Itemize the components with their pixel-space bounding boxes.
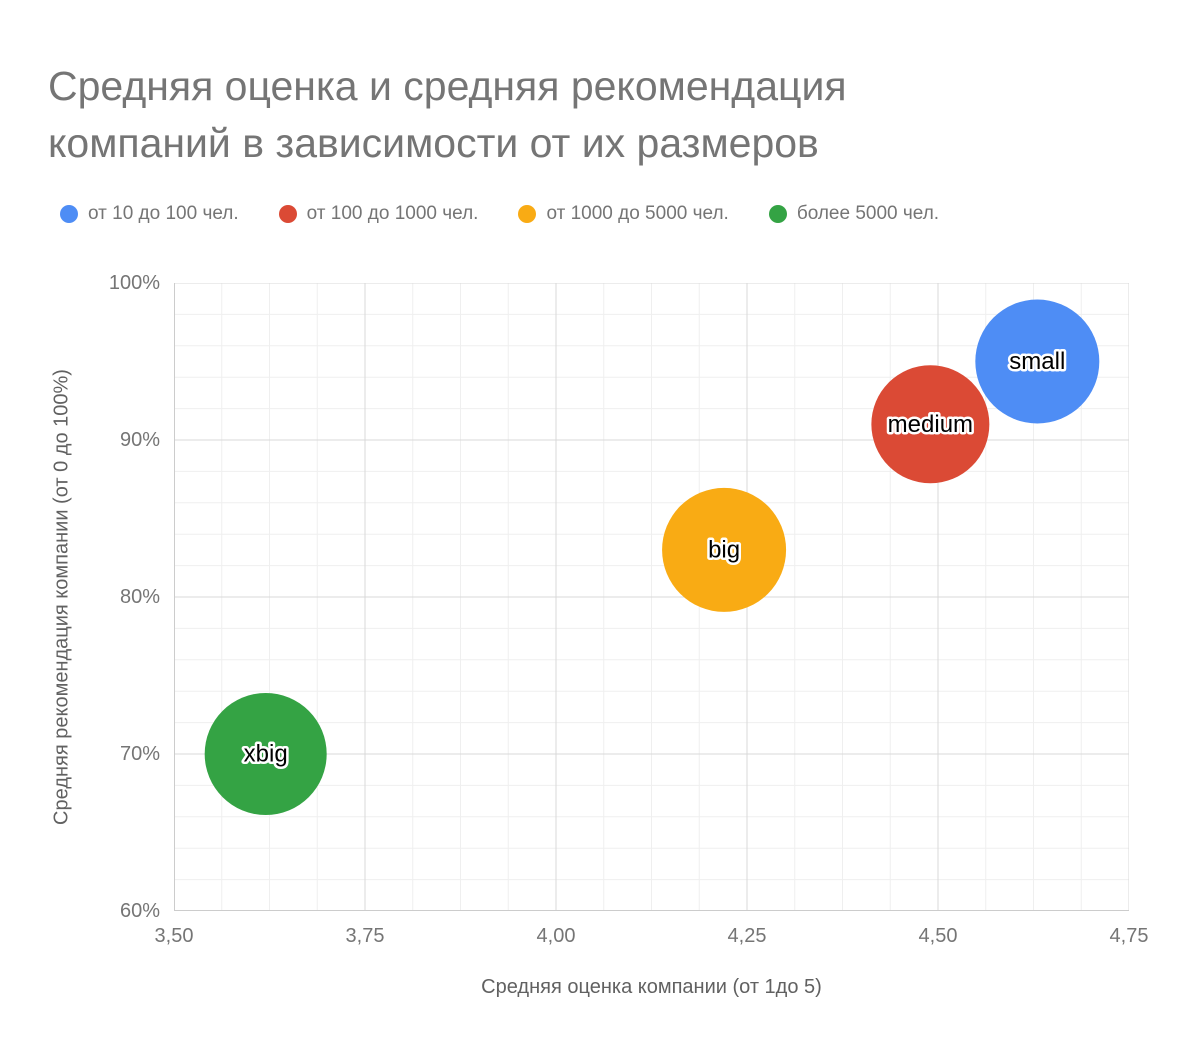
legend-label: более 5000 чел. <box>796 203 940 224</box>
legend-swatch-icon <box>518 205 537 223</box>
legend-swatch-icon <box>768 205 787 223</box>
legend-label: от 100 до 1000 чел. <box>306 203 479 224</box>
bubble-label-big: big <box>708 536 740 563</box>
y-tick-label: 90% <box>119 429 160 451</box>
legend-item-medium[interactable]: от 100 до 1000 чел. <box>278 203 479 225</box>
plot-area[interactable]: small medium big xbig <box>174 283 1129 911</box>
plot-svg[interactable]: small medium big xbig <box>174 283 1129 911</box>
x-tick-label: 3,75 <box>345 925 385 947</box>
x-tick-label: 4,00 <box>536 925 576 947</box>
bubble-small[interactable] <box>975 299 1100 424</box>
x-tick-label: 4,75 <box>1109 925 1149 947</box>
x-tick-label: 4,25 <box>727 925 767 947</box>
legend-label: от 10 до 100 чел. <box>88 203 239 224</box>
bubble-medium[interactable] <box>871 365 990 484</box>
y-tick-label: 60% <box>119 900 160 922</box>
bubble-big[interactable] <box>662 487 787 612</box>
bubble-label-xbig: xbig <box>244 741 288 768</box>
y-axis-title: Средняя рекомендация компании (от 0 до 1… <box>50 369 73 825</box>
chart-title: Средняя оценка и средняя рекомендация ко… <box>48 58 847 172</box>
y-tick-label: 100% <box>108 272 160 294</box>
bubble-xbig[interactable] <box>204 693 327 815</box>
chart-title-line1: Средняя оценка и средняя рекомендация <box>48 63 847 109</box>
legend-item-xbig[interactable]: более 5000 чел. <box>768 203 940 225</box>
legend-swatch-icon <box>60 205 78 223</box>
legend-swatch-icon <box>278 205 297 223</box>
x-axis-title: Средняя оценка компании (от 1до 5) <box>481 976 822 998</box>
y-tick-label: 80% <box>119 586 160 608</box>
bubble-label-small: small <box>1009 348 1065 375</box>
chart-title-line2: компаний в зависимости от их размеров <box>48 120 819 166</box>
legend-item-small[interactable]: от 10 до 100 чел. <box>60 203 239 225</box>
y-tick-label: 70% <box>119 743 160 765</box>
x-tick-label: 3,50 <box>154 925 194 947</box>
bubble-label-medium: medium <box>888 411 973 438</box>
x-tick-label: 4,50 <box>918 925 958 947</box>
legend-item-big[interactable]: от 1000 до 5000 чел. <box>518 203 729 225</box>
legend-label: от 1000 до 5000 чел. <box>546 203 729 224</box>
legend: от 10 до 100 чел. от 100 до 1000 чел. от… <box>60 203 939 225</box>
